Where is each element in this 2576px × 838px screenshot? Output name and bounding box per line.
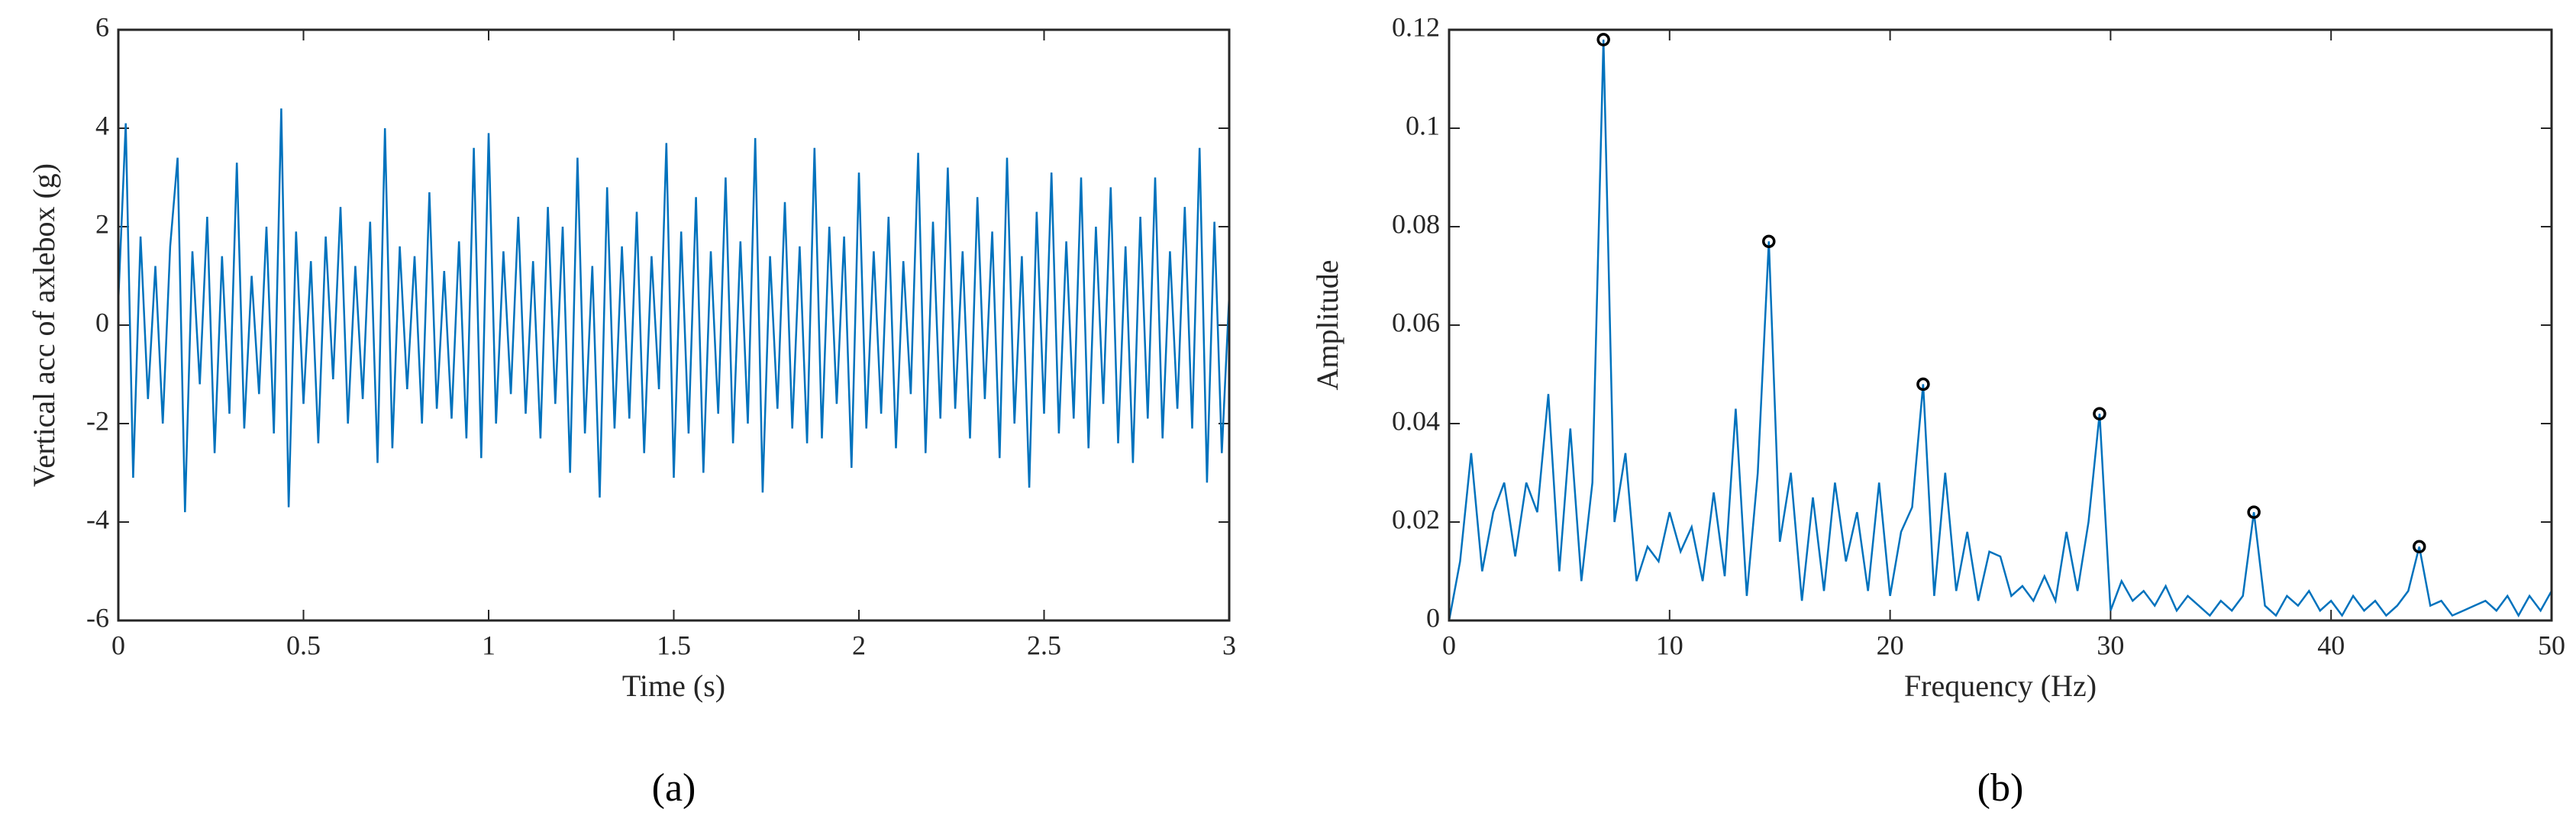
y-tick-label: 0.08: [1392, 208, 1440, 239]
x-tick-label: 10: [1656, 630, 1683, 660]
y-tick-label: 0.02: [1392, 504, 1440, 534]
x-tick-label: 2.5: [1027, 630, 1061, 660]
x-tick-label: 0: [111, 630, 125, 660]
plot-frame: [1448, 28, 2553, 622]
x-tick-label: 0: [1442, 630, 1456, 660]
y-tick-label: -6: [86, 602, 109, 633]
y-axis-label: Vertical acc of axlebox (g): [27, 163, 61, 487]
x-tick-label: 40: [2317, 630, 2345, 660]
y-axis-label: Amplitude: [1310, 259, 1344, 390]
x-tick-label: 0.5: [286, 630, 321, 660]
y-tick-label: -4: [86, 504, 109, 534]
x-tick-label: 1.5: [657, 630, 691, 660]
y-tick-label: 0.04: [1392, 405, 1440, 436]
y-tick-label: 0.1: [1406, 110, 1440, 140]
x-axis-label: Frequency (Hz): [1904, 669, 2097, 703]
x-tick-label: 50: [2538, 630, 2565, 660]
y-tick-label: 4: [95, 110, 109, 140]
x-tick-label: 30: [2097, 630, 2124, 660]
y-tick-label: 0.06: [1392, 307, 1440, 337]
peak-marker: [1762, 234, 1776, 249]
x-tick-label: 2: [852, 630, 866, 660]
y-tick-label: 0: [95, 307, 109, 337]
y-tick-label: 0: [1426, 602, 1440, 633]
peak-marker: [2093, 407, 2106, 421]
y-tick-label: 6: [95, 11, 109, 42]
subfigure-label: (a): [652, 766, 696, 810]
x-axis-label: Time (s): [622, 669, 725, 703]
x-tick-label: 1: [482, 630, 496, 660]
x-tick-label: 3: [1222, 630, 1236, 660]
y-tick-label: -2: [86, 405, 109, 436]
signal-line: [1448, 39, 2553, 621]
peak-marker: [2247, 505, 2261, 519]
signal-line: [117, 108, 1231, 513]
peak-marker: [1916, 377, 1930, 392]
x-tick-label: 20: [1877, 630, 1904, 660]
y-tick-label: 2: [95, 208, 109, 239]
plot-frame: [117, 28, 1231, 622]
y-tick-label: 0.12: [1392, 11, 1440, 42]
peak-marker: [1596, 33, 1610, 47]
subfigure-label: (b): [1977, 766, 2024, 810]
peak-marker: [2412, 540, 2426, 553]
